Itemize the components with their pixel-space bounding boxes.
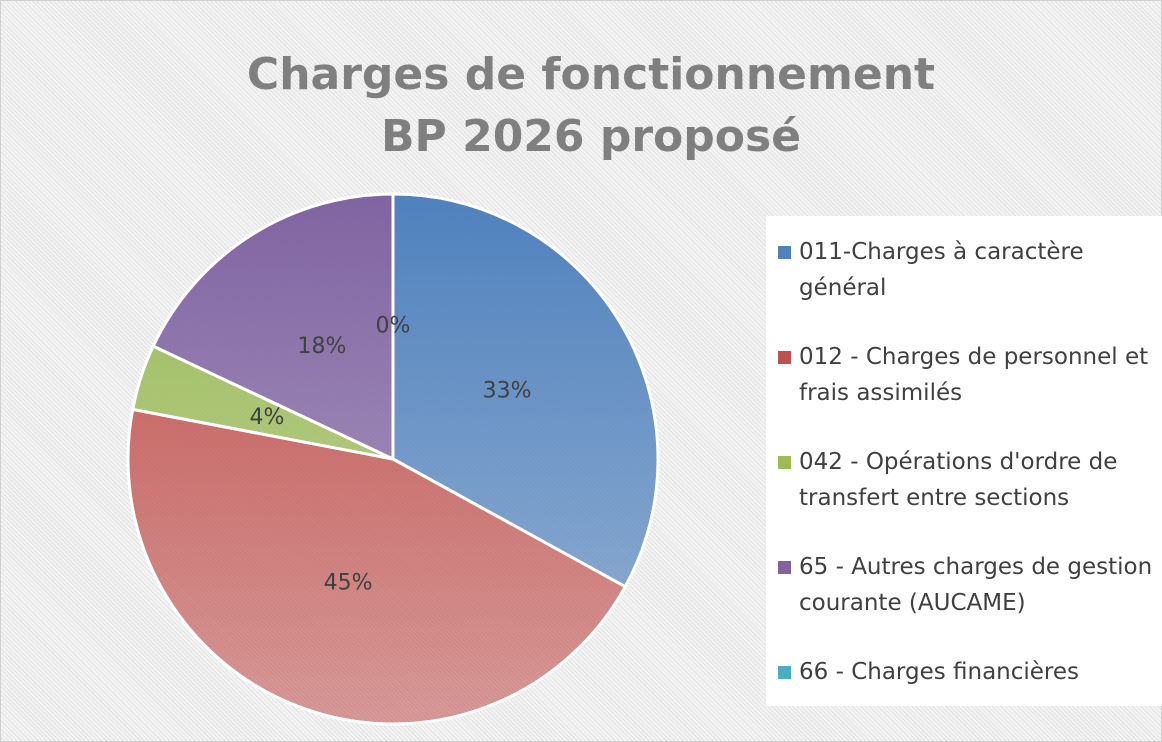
data-label: 45% [324, 571, 373, 596]
legend-item: 012 - Charges de personnel et frais assi… [778, 339, 1162, 411]
legend-swatch [778, 246, 791, 259]
pie-slice [151, 192, 395, 462]
legend-label: 66 - Charges financières [799, 659, 1080, 685]
legend-swatch [778, 666, 791, 679]
legend-label: 65 - Autres charges de gestion courante … [799, 554, 1153, 616]
pie-slice [126, 407, 628, 726]
legend-item: 011-Charges à caractère général [778, 234, 1162, 306]
data-label: 33% [483, 379, 532, 404]
legend-swatch [778, 351, 791, 364]
legend-label: 042 - Opérations d'ordre de transfert en… [799, 449, 1118, 511]
data-label: 18% [298, 334, 347, 359]
legend-swatch [778, 456, 791, 469]
chart-title: BP 2026 proposé [381, 111, 801, 162]
legend-item: 65 - Autres charges de gestion courante … [778, 549, 1162, 621]
legend-item: 66 - Charges financières [778, 654, 1162, 690]
legend: 011-Charges à caractère général 012 - Cha… [766, 216, 1162, 706]
legend-label: 011-Charges à caractère général [799, 239, 1084, 301]
pie-slice [391, 192, 660, 589]
chart-title: Charges de fonctionnement [247, 49, 935, 100]
legend-label: 012 - Charges de personnel et frais assi… [799, 344, 1149, 406]
data-label: 0% [376, 314, 411, 339]
legend-item: 042 - Opérations d'ordre de transfert en… [778, 444, 1162, 516]
legend-swatch [778, 561, 791, 574]
data-label: 4% [250, 405, 285, 430]
